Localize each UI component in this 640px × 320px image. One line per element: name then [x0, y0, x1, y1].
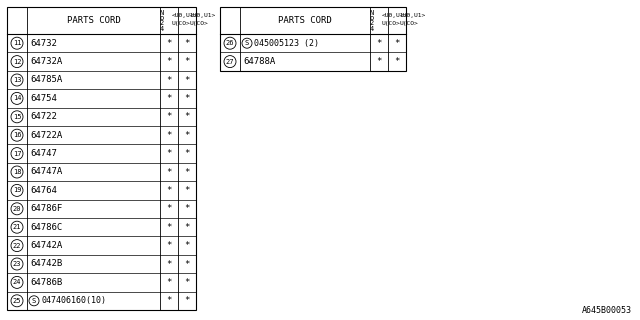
Text: 4: 4 [160, 26, 164, 32]
Text: *: * [184, 149, 189, 158]
Text: *: * [166, 131, 172, 140]
Text: 25: 25 [13, 298, 21, 304]
Text: <U0,U1>: <U0,U1> [172, 12, 198, 18]
Text: 64747A: 64747A [30, 167, 62, 177]
Text: 17: 17 [13, 151, 21, 156]
Text: 22: 22 [13, 243, 21, 249]
Text: 64785A: 64785A [30, 76, 62, 84]
Text: 64722A: 64722A [30, 131, 62, 140]
Text: *: * [166, 149, 172, 158]
Text: *: * [184, 167, 189, 177]
Text: A645B00053: A645B00053 [582, 306, 632, 315]
Text: 16: 16 [13, 132, 21, 138]
Text: *: * [184, 204, 189, 213]
Text: 26: 26 [226, 40, 234, 46]
Text: <U0,U1>: <U0,U1> [400, 12, 426, 18]
Text: 13: 13 [13, 77, 21, 83]
Text: *: * [184, 94, 189, 103]
Text: U(CO>: U(CO> [190, 21, 209, 27]
Text: 24: 24 [13, 279, 21, 285]
Text: *: * [166, 260, 172, 268]
Text: *: * [166, 204, 172, 213]
Text: 64722: 64722 [30, 112, 57, 121]
Text: *: * [166, 296, 172, 305]
Text: PARTS CORD: PARTS CORD [278, 16, 332, 25]
Text: *: * [166, 278, 172, 287]
Text: *: * [184, 76, 189, 84]
Text: 64764: 64764 [30, 186, 57, 195]
Text: PARTS CORD: PARTS CORD [67, 16, 120, 25]
Text: N: N [160, 10, 164, 16]
Text: *: * [166, 57, 172, 66]
Text: 14: 14 [13, 95, 21, 101]
Text: 27: 27 [226, 59, 234, 65]
Text: 18: 18 [13, 169, 21, 175]
Text: S: S [32, 298, 36, 304]
Text: N: N [370, 10, 374, 16]
Text: *: * [184, 296, 189, 305]
Text: *: * [184, 112, 189, 121]
Text: 64747: 64747 [30, 149, 57, 158]
Text: 047406160(10): 047406160(10) [41, 296, 106, 305]
Text: 19: 19 [13, 188, 21, 193]
Text: *: * [394, 57, 400, 66]
Text: o: o [160, 15, 164, 21]
Text: 64742A: 64742A [30, 241, 62, 250]
Text: 2: 2 [160, 20, 164, 26]
Text: 4: 4 [370, 26, 374, 32]
Text: *: * [184, 223, 189, 232]
Text: 21: 21 [13, 224, 21, 230]
Text: o: o [370, 15, 374, 21]
Text: *: * [184, 260, 189, 268]
Text: 64786F: 64786F [30, 204, 62, 213]
Text: *: * [166, 167, 172, 177]
Text: U(CO>: U(CO> [382, 21, 401, 27]
Text: 15: 15 [13, 114, 21, 120]
Text: 2: 2 [370, 20, 374, 26]
Text: 20: 20 [13, 206, 21, 212]
Text: *: * [166, 186, 172, 195]
Text: 12: 12 [13, 59, 21, 65]
Text: 64754: 64754 [30, 94, 57, 103]
Bar [220, 7, 406, 71]
Text: *: * [184, 241, 189, 250]
Text: <U0,U1>: <U0,U1> [190, 12, 216, 18]
Text: *: * [166, 241, 172, 250]
Text: *: * [394, 39, 400, 48]
Text: 64786C: 64786C [30, 223, 62, 232]
Text: *: * [166, 223, 172, 232]
Text: *: * [184, 278, 189, 287]
Text: 11: 11 [13, 40, 21, 46]
Text: 64732: 64732 [30, 39, 57, 48]
Text: *: * [166, 76, 172, 84]
Bar [7, 7, 196, 310]
Text: S: S [245, 40, 249, 46]
Text: U(CO>: U(CO> [172, 21, 191, 27]
Text: *: * [166, 112, 172, 121]
Text: *: * [166, 94, 172, 103]
Text: *: * [376, 57, 381, 66]
Text: *: * [166, 39, 172, 48]
Text: 64786B: 64786B [30, 278, 62, 287]
Text: 64788A: 64788A [243, 57, 275, 66]
Text: 64742B: 64742B [30, 260, 62, 268]
Text: *: * [184, 186, 189, 195]
Text: 23: 23 [13, 261, 21, 267]
Text: *: * [184, 57, 189, 66]
Text: *: * [376, 39, 381, 48]
Text: U(CO>: U(CO> [400, 21, 419, 27]
Text: 045005123 (2): 045005123 (2) [254, 39, 319, 48]
Text: *: * [184, 39, 189, 48]
Text: 64732A: 64732A [30, 57, 62, 66]
Text: *: * [184, 131, 189, 140]
Text: <U0,U1>: <U0,U1> [382, 12, 408, 18]
